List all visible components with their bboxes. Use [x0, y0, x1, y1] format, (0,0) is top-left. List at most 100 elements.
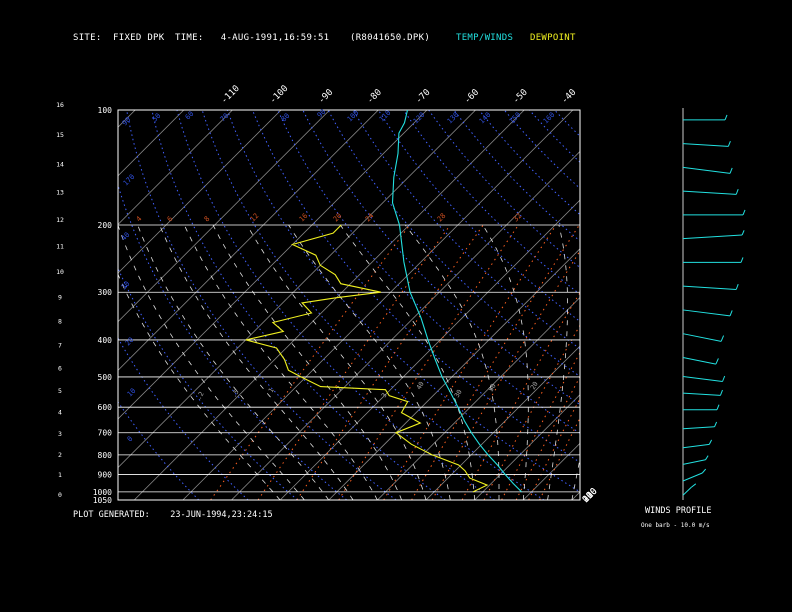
top-temp-label: -100 [268, 84, 290, 106]
height-tick-label: 15 [56, 131, 64, 139]
moist-adiabat-label: 3 [380, 392, 389, 399]
height-tick-label: 1 [58, 471, 62, 479]
dry-adiabat-label: 90 [316, 108, 328, 120]
winds-profile-title: WINDS PROFILE [645, 506, 712, 516]
mixing-ratio-label: 28 [436, 212, 448, 224]
top-temp-label: -70 [414, 88, 433, 107]
mixing-ratio-line [257, 224, 451, 500]
dry-adiabat-label: 90 [121, 116, 133, 128]
dry-adiabat-line [126, 110, 397, 500]
height-tick-label: 3 [58, 430, 62, 438]
wind-barb-flag [735, 284, 739, 290]
moist-adiabat-line [547, 224, 569, 500]
wind-barb [682, 487, 692, 496]
mixing-ratio-label: 6 [166, 215, 175, 224]
isotherm-line [231, 150, 580, 500]
height-tick-label: 13 [56, 189, 64, 197]
pressure-label: 800 [98, 451, 113, 460]
height-tick-label: 14 [56, 160, 64, 168]
dry-adiabat-label: 170 [122, 173, 137, 188]
pressure-label: 1050 [93, 496, 112, 505]
isotherm-line [0, 110, 38, 500]
wind-barb [682, 333, 722, 342]
dry-adiabat-label: 130 [446, 111, 461, 126]
height-tick-label: 16 [56, 101, 64, 109]
mixing-ratio-line [515, 375, 580, 500]
wind-barb [682, 143, 729, 147]
moist-adiabat-line [137, 224, 330, 500]
header-time: TIME: 4-AUG-1991,16:59:51 [175, 33, 329, 43]
top-temp-label: -80 [365, 88, 384, 107]
pressure-label: 1000 [93, 488, 112, 497]
moist-adiabat-line [118, 224, 305, 500]
height-tick-label: 12 [56, 216, 64, 224]
dry-adiabat-line [579, 110, 580, 112]
plot-generated: PLOT GENERATED: 23-JUN-1994,23:24:15 [73, 510, 273, 520]
height-tick-label: 4 [58, 409, 62, 417]
moist-adiabat-line [404, 224, 500, 500]
plot-generated-label: PLOT GENERATED: [73, 510, 150, 520]
wind-barb [682, 392, 721, 396]
dry-adiabat-line [118, 183, 348, 500]
wind-barb [682, 356, 716, 365]
moist-adiabat-line [183, 224, 378, 500]
isotherm-line [133, 110, 525, 500]
dry-adiabat-label: 110 [378, 109, 393, 124]
height-tick-label: 8 [58, 318, 62, 326]
wind-barb-flag [720, 335, 725, 342]
mixing-ratio-line [411, 224, 580, 500]
mixing-ratio-label: 24 [364, 212, 376, 224]
wind-barb-flag [741, 230, 745, 236]
isotherm-line [118, 110, 428, 420]
moist-adiabat-label: 50 [487, 382, 498, 393]
dry-adiabat-line [403, 110, 580, 295]
wind-barb [682, 472, 703, 482]
pressure-label: 200 [98, 221, 113, 230]
moist-adiabat-line [339, 224, 475, 500]
wind-barb-flag [701, 468, 707, 474]
moist-adiabat-label: .5 [230, 388, 241, 399]
wind-barb-flag [716, 404, 720, 410]
file-name: (R8041650.DPK) [350, 33, 431, 43]
pressure-label: 400 [98, 336, 113, 345]
height-tick-label: 11 [56, 242, 64, 250]
wind-barb [682, 285, 737, 290]
top-temp-label: -40 [560, 88, 579, 107]
mixing-ratio-label: 16 [298, 212, 310, 224]
isotherm-line [118, 110, 379, 371]
wind-barb-flag [735, 189, 739, 195]
mixing-ratio-line [338, 224, 519, 500]
right-temp-label: 0 [581, 494, 592, 505]
dewpoint-line [245, 224, 489, 493]
legend-dewpoint: DEWPOINT [530, 33, 576, 43]
pressure-label: 600 [98, 403, 113, 412]
mixing-ratio-line [461, 291, 580, 500]
dry-adiabat-label: 20 [124, 336, 136, 348]
pressure-label: 700 [98, 429, 113, 438]
moist-adiabat-line [482, 224, 529, 500]
height-tick-label: 0 [58, 491, 62, 499]
moist-adiabat-label: 40 [415, 380, 426, 391]
dry-adiabat-label: 40 [120, 231, 132, 243]
dry-adiabat-line [118, 401, 200, 500]
wind-barb [682, 459, 706, 465]
dry-adiabat-line [226, 110, 580, 493]
isotherm-line [571, 491, 580, 500]
wind-barb-flag [729, 310, 733, 317]
height-tick-label: 7 [58, 341, 62, 349]
moist-adiabat-label: 1 [267, 387, 276, 394]
wind-barb [682, 190, 737, 195]
isotherm-line [118, 110, 136, 128]
mixing-ratio-line [383, 224, 557, 500]
temperature-line [391, 109, 522, 493]
wind-barb-flag [705, 455, 709, 461]
mixing-ratio-label: 12 [249, 212, 261, 224]
dry-adiabat-line [118, 337, 249, 500]
pressure-label: 100 [98, 106, 113, 115]
dry-adiabat-line [503, 110, 580, 190]
wind-barb [682, 234, 743, 240]
isotherm-line [0, 110, 87, 500]
wind-barb [682, 375, 723, 382]
wind-barb-flag [722, 375, 726, 382]
